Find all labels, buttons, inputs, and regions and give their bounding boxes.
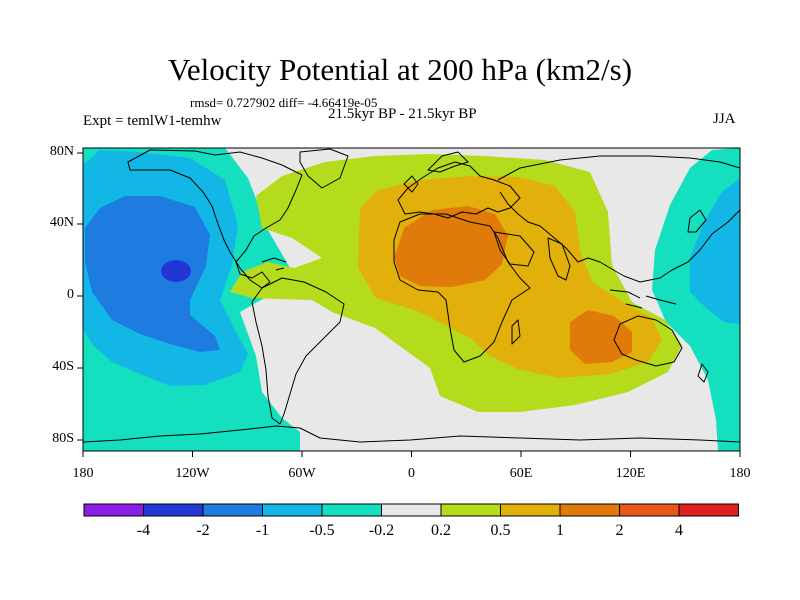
period-label: 21.5kyr BP - 21.5kyr BP — [328, 106, 477, 122]
rmsd-diff-stats: rmsd= 0.727902 diff= -4.66419e-05 — [190, 95, 378, 110]
lon-label-60w: 60W — [288, 466, 316, 481]
colorbar-box-5 — [322, 504, 382, 516]
colorbar-label-pos1: 1 — [556, 522, 564, 539]
colorbar-label-neg4: -4 — [136, 522, 151, 539]
colorbar-box-7 — [441, 504, 501, 516]
colorbar-label-pos02: 0.2 — [431, 522, 451, 539]
lat-label-40s: 40S — [52, 359, 74, 374]
coast-scandinavia — [427, 151, 469, 173]
coast-south-america — [251, 277, 345, 425]
coast-indonesia — [609, 289, 677, 309]
lon-label-180w: 180 — [72, 466, 94, 481]
contour-neg-05-east — [690, 178, 740, 324]
colorbar-label-pos4: 4 — [675, 522, 683, 539]
colorbar-box-11 — [679, 504, 739, 516]
lat-label-0: 0 — [67, 287, 74, 302]
colorbar-box-3 — [203, 504, 263, 516]
coast-north-america — [127, 149, 303, 289]
colorbar-box-9 — [560, 504, 620, 516]
coast-india — [547, 237, 571, 281]
axis-ticks — [77, 152, 741, 457]
colorbar-box-1 — [84, 504, 144, 516]
coast-caribbean — [261, 257, 287, 271]
lon-label-60e: 60E — [509, 466, 533, 481]
coast-antarctica — [83, 425, 740, 443]
colorbar-box-4 — [262, 504, 322, 516]
lat-label-40n: 40N — [49, 215, 74, 230]
colorbar-box-6 — [381, 504, 441, 516]
colorbar-label-pos2: 2 — [615, 522, 624, 539]
colorbar-label-neg02: -0.2 — [368, 522, 395, 539]
coast-british-isles — [403, 175, 419, 193]
season-label: JJA — [713, 111, 736, 127]
lon-label-120w: 120W — [175, 466, 210, 481]
lat-label-80s: 80S — [52, 431, 74, 446]
colorbar-label-neg05: -0.5 — [309, 522, 335, 539]
page-title: Velocity Potential at 200 hPa (km2/s) — [167, 52, 633, 87]
coast-arabia — [493, 231, 535, 267]
coast-australia — [613, 315, 683, 367]
contour-pos-1 — [394, 206, 508, 287]
coastlines — [83, 148, 740, 443]
coast-africa — [393, 213, 531, 363]
colorbar-box-2 — [143, 504, 203, 516]
colorbar-box-8 — [500, 504, 560, 516]
contour-neg-1 — [85, 196, 220, 352]
experiment-label: Expt = temlW1-temhw — [83, 113, 222, 129]
lon-label-120e: 120E — [615, 466, 646, 481]
colorbar — [83, 503, 739, 517]
contour-pos-1-south — [570, 310, 632, 364]
coast-asia — [497, 155, 740, 283]
lon-label-180e: 180 — [729, 466, 751, 481]
coast-greenland — [299, 148, 349, 189]
colorbar-label-neg1: -1 — [255, 522, 270, 539]
colorbar-label-neg2: -2 — [196, 522, 210, 539]
coast-new-zealand — [697, 363, 709, 383]
coast-madagascar — [511, 319, 521, 345]
contour-fill — [83, 148, 740, 451]
colorbar-box-10 — [619, 504, 679, 516]
lat-label-80n: 80N — [49, 144, 74, 159]
coast-japan — [687, 209, 707, 233]
lon-label-0: 0 — [408, 466, 415, 481]
colorbar-label-pos05: 0.5 — [490, 522, 511, 539]
contour-neg-2 — [161, 260, 191, 282]
coast-europe — [397, 161, 521, 219]
